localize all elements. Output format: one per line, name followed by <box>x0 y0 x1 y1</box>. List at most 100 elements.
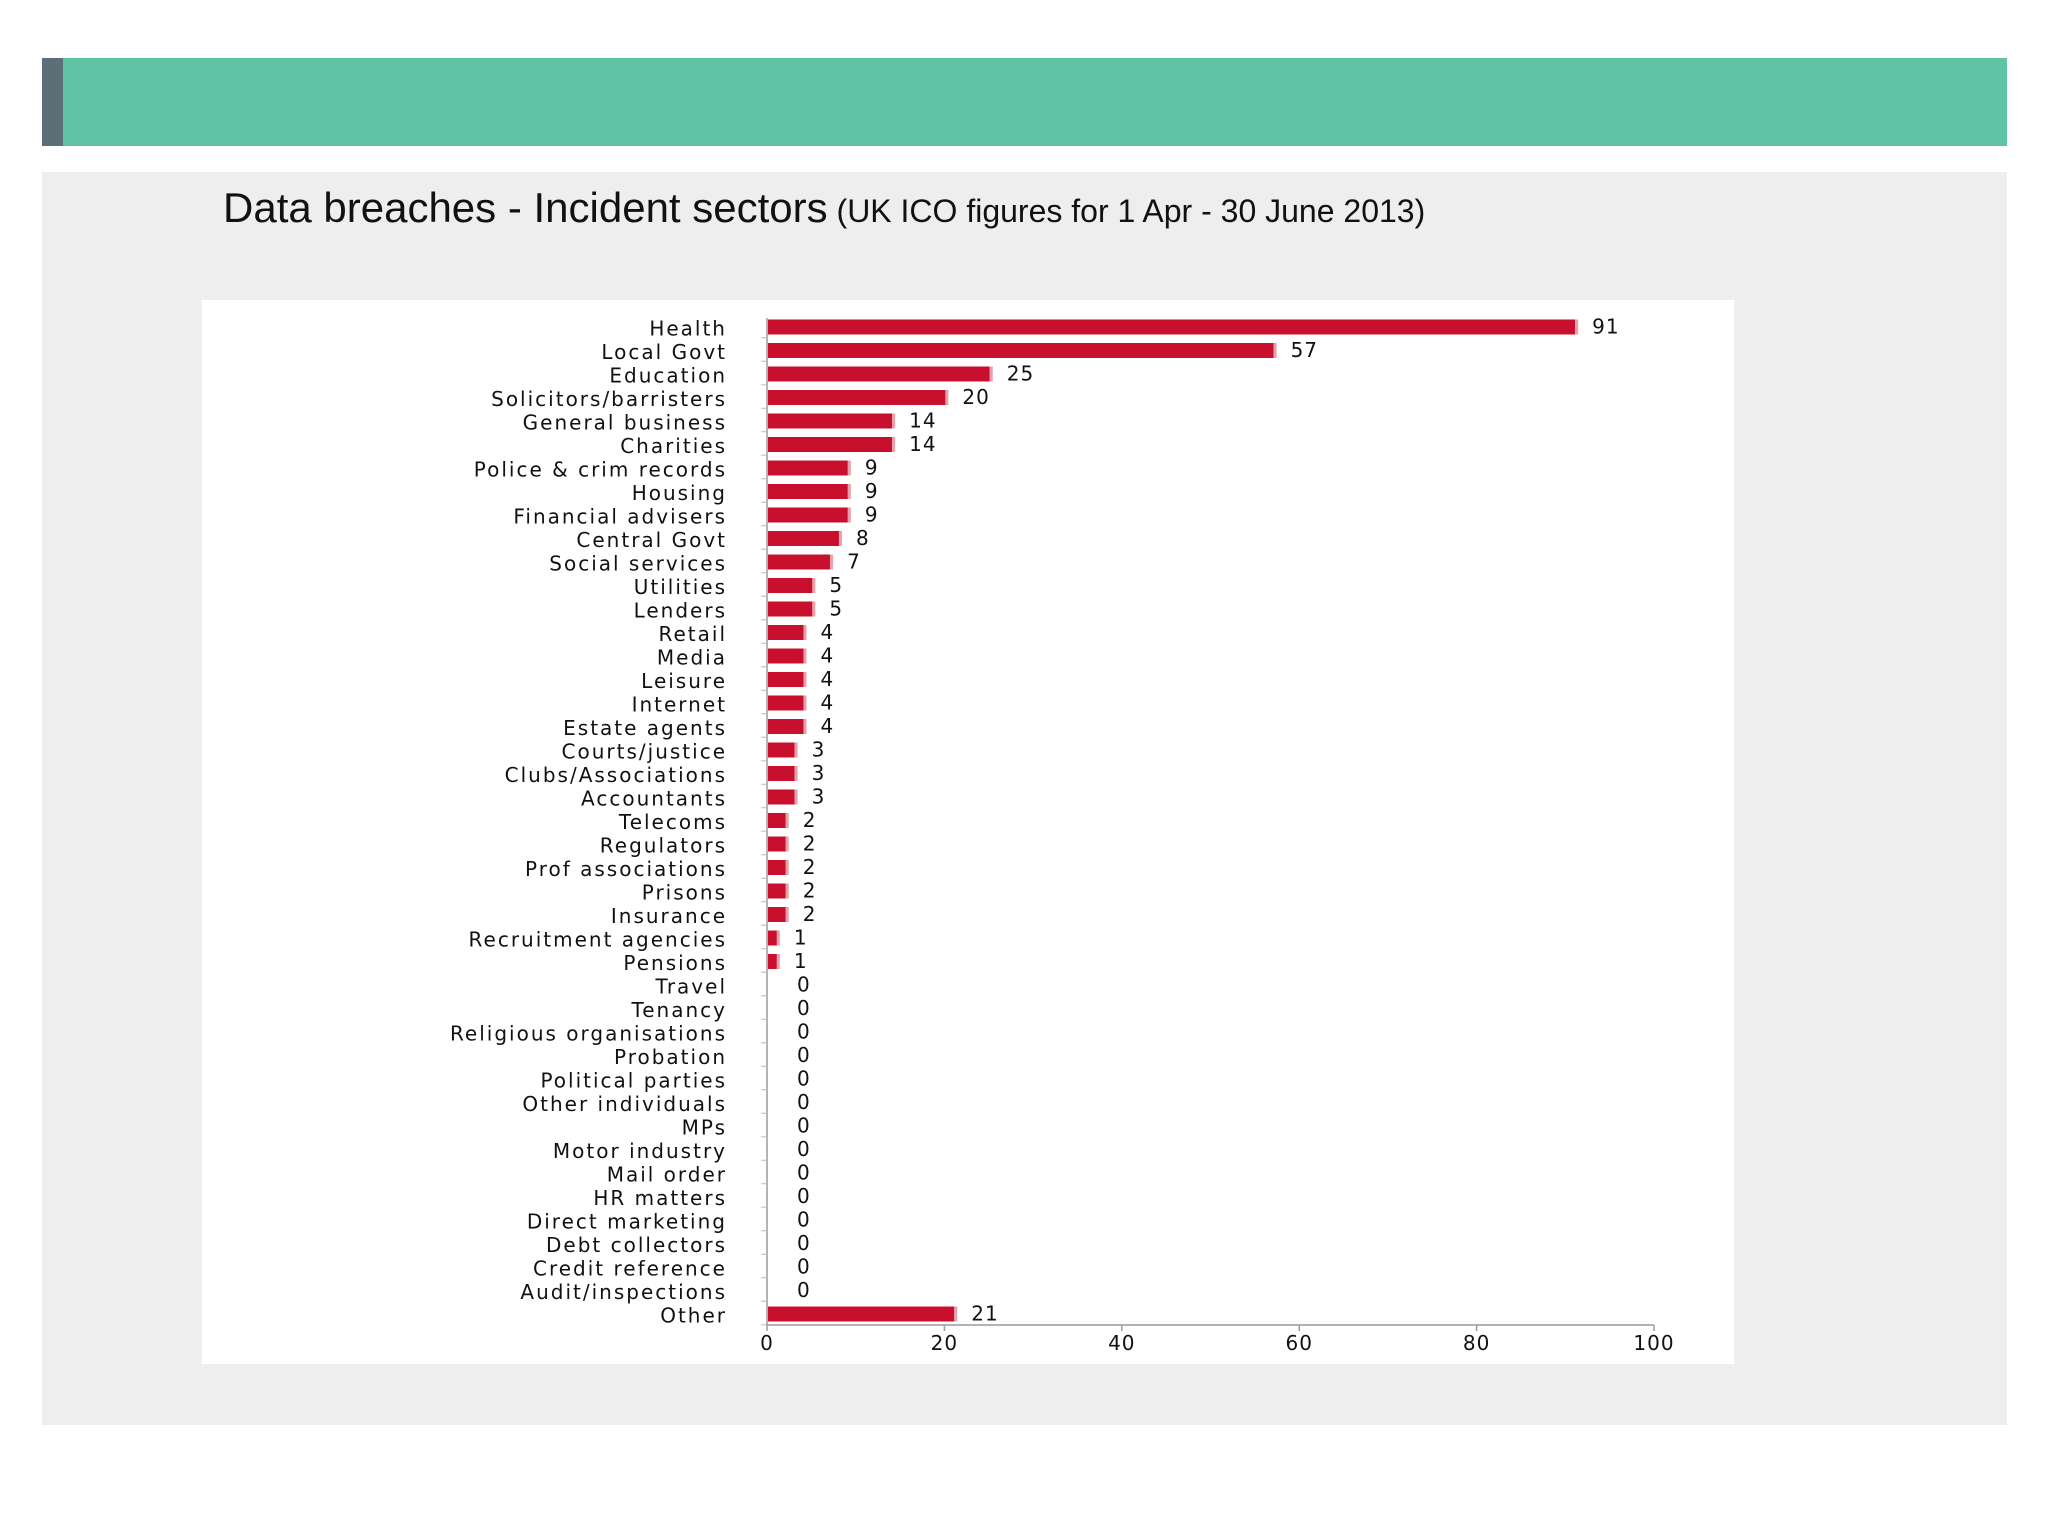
bar <box>768 390 946 405</box>
bar <box>768 813 786 828</box>
x-tick-label: 60 <box>1285 1331 1312 1355</box>
value-label: 5 <box>829 573 843 597</box>
bar <box>768 907 786 922</box>
category-label: Religious organisations <box>450 1022 727 1046</box>
value-label: 0 <box>797 996 811 1020</box>
category-label: Internet <box>632 693 727 717</box>
bar-edge <box>785 907 789 922</box>
bar-edge <box>830 554 834 570</box>
value-label: 2 <box>803 879 817 903</box>
bar-edge <box>989 366 993 382</box>
value-label: 2 <box>803 902 817 926</box>
header-accent-bar <box>42 58 63 146</box>
bar <box>768 554 831 570</box>
value-label: 9 <box>865 503 879 527</box>
bar <box>768 766 795 781</box>
bar-edge <box>847 484 851 499</box>
bar <box>768 648 804 664</box>
value-label: 0 <box>797 1090 811 1114</box>
category-label: Estate agents <box>563 716 727 740</box>
value-label: 0 <box>797 1255 811 1279</box>
bar <box>768 695 804 711</box>
bar <box>768 930 777 946</box>
value-label: 91 <box>1592 315 1619 339</box>
bar <box>768 860 786 875</box>
category-label: Lenders <box>634 599 727 623</box>
bar <box>768 366 990 382</box>
bar <box>768 531 839 546</box>
category-label: General business <box>523 411 727 435</box>
bar <box>768 883 786 899</box>
category-label: Audit/inspections <box>520 1280 727 1304</box>
x-tick-label: 20 <box>931 1331 958 1355</box>
category-label: Other <box>660 1304 727 1328</box>
value-label: 9 <box>865 479 879 503</box>
bar <box>768 672 804 687</box>
value-label: 1 <box>794 949 808 973</box>
slide-title-main: Data breaches - Incident sectors <box>223 184 828 231</box>
category-label: Solicitors/barristers <box>491 387 727 411</box>
value-label: 2 <box>803 832 817 856</box>
bar-edge <box>803 672 807 687</box>
category-label: Political parties <box>540 1069 727 1093</box>
bar-edge <box>776 954 780 969</box>
bar-edge <box>785 883 789 899</box>
value-label: 0 <box>797 1020 811 1044</box>
bar <box>768 460 848 476</box>
value-label: 0 <box>797 1067 811 1091</box>
bar <box>768 625 804 640</box>
bar <box>768 343 1274 358</box>
value-label: 0 <box>797 1161 811 1185</box>
category-label: Accountants <box>581 787 727 811</box>
x-tick-label: 40 <box>1108 1331 1135 1355</box>
value-label: 0 <box>797 1114 811 1138</box>
value-label: 0 <box>797 1231 811 1255</box>
bar-edge <box>803 648 807 664</box>
category-label: Insurance <box>611 904 727 928</box>
bar-edge <box>812 601 816 617</box>
value-label: 0 <box>797 1278 811 1302</box>
value-label: 0 <box>797 1043 811 1067</box>
bar-edge <box>892 437 896 452</box>
category-label: Clubs/Associations <box>505 763 727 787</box>
value-label: 4 <box>820 644 834 668</box>
bar-edge <box>847 460 851 476</box>
value-label: 4 <box>820 714 834 738</box>
bar <box>768 437 893 452</box>
bar <box>768 719 804 734</box>
bar-edge <box>776 930 780 946</box>
category-label: HR matters <box>593 1186 727 1210</box>
header-band <box>42 58 2007 146</box>
category-label: Prof associations <box>525 857 727 881</box>
value-label: 3 <box>812 785 826 809</box>
value-label: 3 <box>812 761 826 785</box>
bar <box>768 484 848 499</box>
category-label: Health <box>649 317 727 341</box>
x-tick-label: 80 <box>1463 1331 1490 1355</box>
category-label: Tenancy <box>630 998 727 1022</box>
value-label: 2 <box>803 855 817 879</box>
bar-edge <box>954 1306 958 1322</box>
category-label: Travel <box>655 975 727 999</box>
value-label: 25 <box>1007 362 1034 386</box>
category-label: Financial advisers <box>513 505 727 529</box>
category-label: Courts/justice <box>562 740 727 764</box>
value-label: 8 <box>856 526 870 550</box>
value-label: 2 <box>803 808 817 832</box>
category-label: Utilities <box>634 575 727 599</box>
value-label: 0 <box>797 1137 811 1161</box>
value-label: 20 <box>962 385 989 409</box>
value-label: 9 <box>865 456 879 480</box>
category-label: Central Govt <box>576 528 727 552</box>
category-label: Other individuals <box>522 1092 727 1116</box>
value-label: 0 <box>797 1184 811 1208</box>
bar <box>768 742 795 758</box>
bar-edge <box>785 836 789 852</box>
category-label: MPs <box>682 1116 727 1140</box>
value-label: 7 <box>847 550 861 574</box>
value-label: 5 <box>829 597 843 621</box>
value-label: 14 <box>909 432 936 456</box>
category-label: Education <box>609 364 727 388</box>
bar-edge <box>785 813 789 828</box>
